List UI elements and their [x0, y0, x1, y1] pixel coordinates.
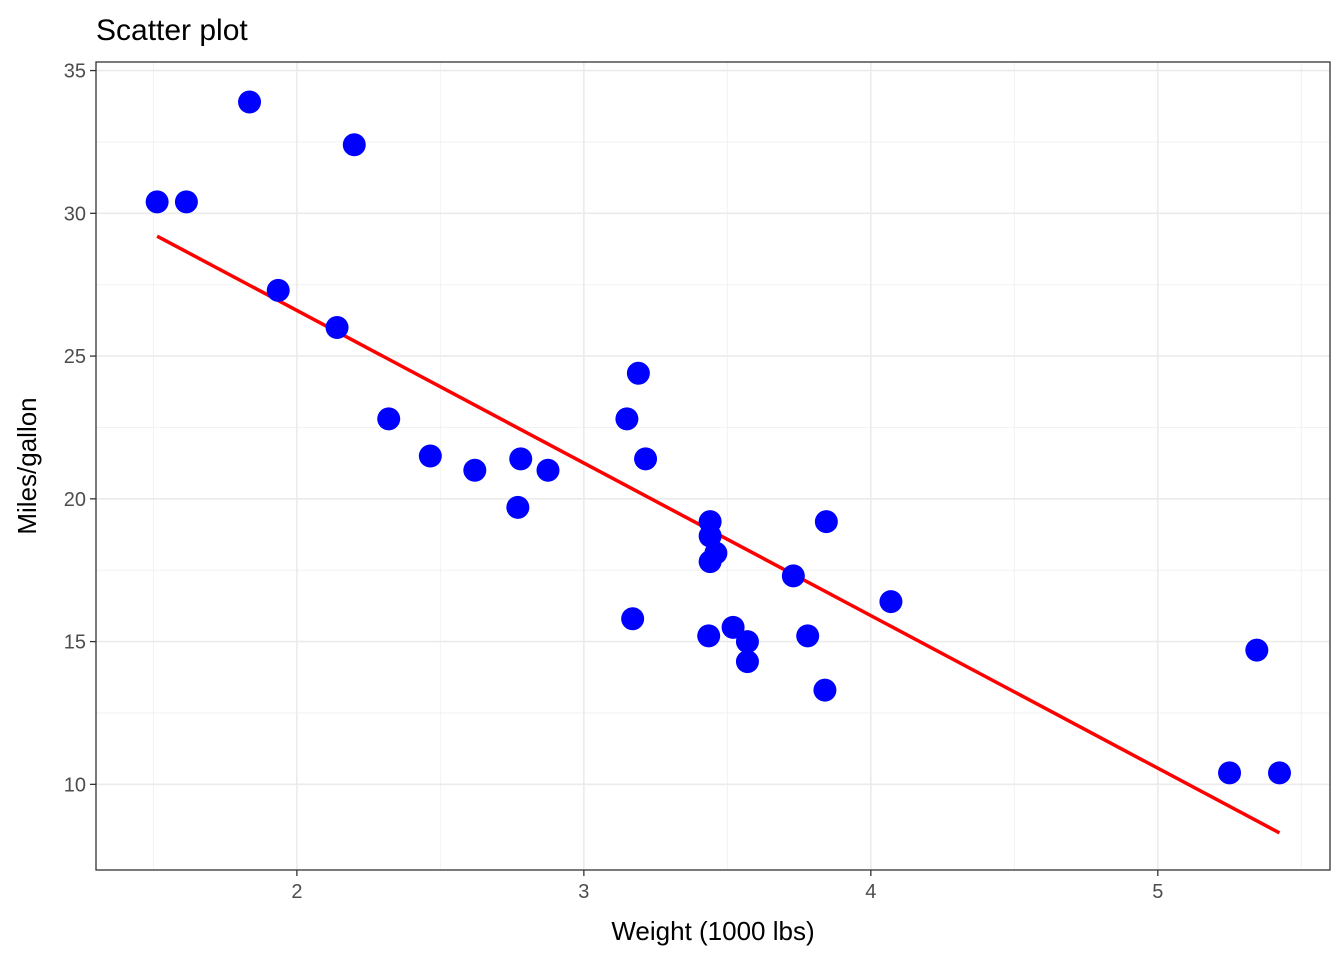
- data-point: [509, 447, 533, 471]
- data-point: [506, 495, 530, 519]
- data-point: [621, 607, 645, 631]
- data-point: [342, 133, 366, 157]
- data-point: [813, 678, 837, 702]
- data-point: [735, 630, 759, 654]
- data-point: [377, 407, 401, 431]
- data-point: [735, 650, 759, 674]
- data-points: [145, 90, 1291, 785]
- data-point: [879, 590, 903, 614]
- y-tick-label: 20: [64, 489, 86, 511]
- data-point: [463, 458, 487, 482]
- plot-panel-border: [95, 61, 1331, 871]
- data-point: [796, 624, 820, 648]
- x-tick-label: 2: [291, 881, 302, 903]
- data-point: [1267, 761, 1291, 785]
- axes: 2 3 4 5 10 15 20 25 30 35: [64, 61, 1164, 903]
- data-point: [698, 550, 722, 574]
- data-point: [418, 444, 442, 468]
- data-point: [1245, 638, 1269, 662]
- data-point: [697, 624, 721, 648]
- data-point: [145, 190, 169, 214]
- y-tick-label: 25: [64, 346, 86, 368]
- y-axis-title: Miles/gallon: [12, 397, 42, 534]
- y-tick-label: 30: [64, 203, 86, 225]
- data-point: [698, 510, 722, 534]
- data-point: [615, 407, 639, 431]
- chart-title: Scatter plot: [96, 14, 248, 47]
- data-point: [536, 458, 560, 482]
- x-tick-label: 3: [578, 881, 589, 903]
- data-point: [721, 615, 745, 639]
- x-axis-title: Weight (1000 lbs): [611, 916, 814, 946]
- data-point: [238, 90, 262, 114]
- data-point: [626, 361, 650, 385]
- x-tick-label: 4: [865, 881, 876, 903]
- data-point: [174, 190, 198, 214]
- y-tick-label: 35: [64, 61, 86, 83]
- y-tick-label: 10: [64, 774, 86, 796]
- data-point: [814, 510, 838, 534]
- data-point: [1218, 761, 1242, 785]
- grid-lines: [96, 62, 1330, 870]
- x-tick-label: 5: [1152, 881, 1163, 903]
- data-point: [266, 278, 290, 302]
- data-point: [781, 564, 805, 588]
- data-point: [325, 316, 349, 340]
- y-tick-label: 15: [64, 632, 86, 654]
- data-point: [634, 447, 658, 471]
